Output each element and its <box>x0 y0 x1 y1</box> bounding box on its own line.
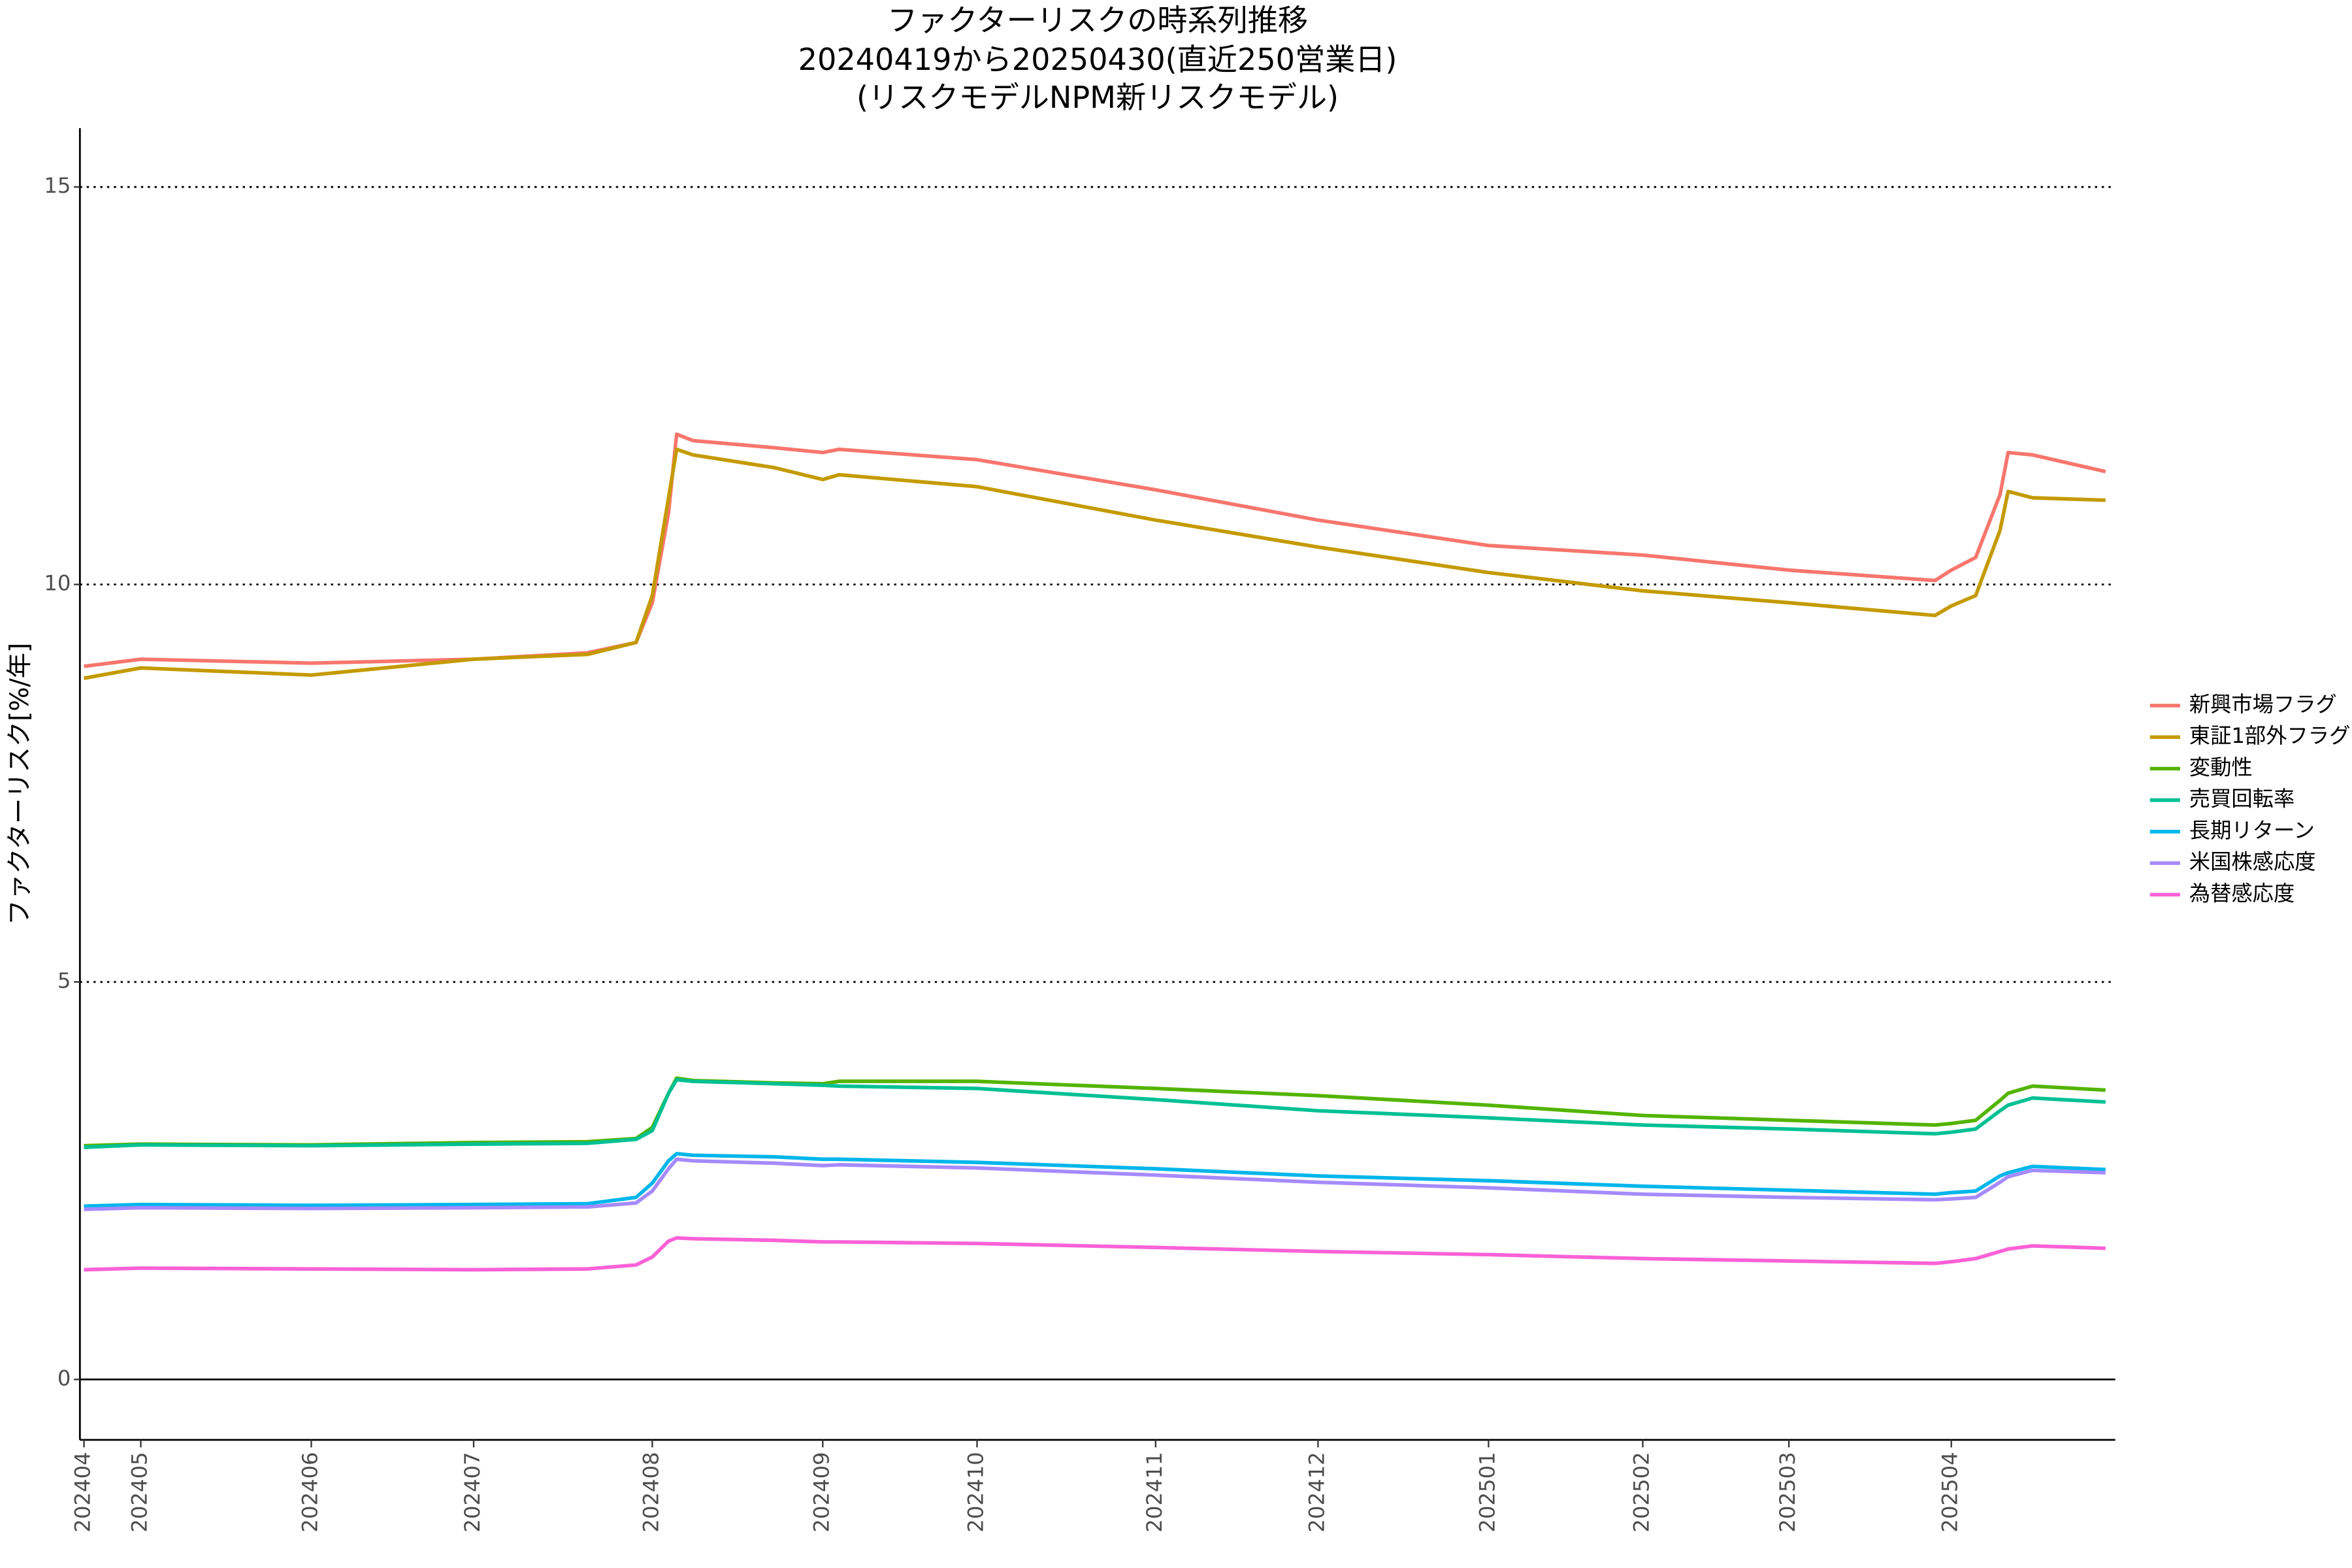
chart-title: (リスクモデルNPM新リスクモデル) <box>857 80 1339 115</box>
y-tick-label: 10 <box>44 571 71 596</box>
y-tick-label: 0 <box>57 1365 71 1390</box>
x-tick-label: 202410 <box>963 1452 988 1532</box>
legend-label: 新興市場フラグ <box>2189 692 2337 717</box>
series-line <box>84 1076 2106 1148</box>
x-tick-label: 202412 <box>1304 1452 1329 1532</box>
legend-label: 変動性 <box>2189 755 2253 779</box>
series-line <box>84 1236 2106 1272</box>
x-tick-label: 202407 <box>460 1452 485 1532</box>
x-tick-label: 202404 <box>71 1452 95 1532</box>
legend-label: 長期リターン <box>2189 818 2315 843</box>
x-tick-label: 202406 <box>297 1452 322 1532</box>
x-tick-label: 202408 <box>638 1452 663 1532</box>
y-axis-label: ファクターリスク[%/年] <box>5 643 35 925</box>
series-line <box>84 1077 2106 1149</box>
x-tick-label: 202504 <box>1938 1452 1963 1532</box>
legend-label: 東証1部外フラグ <box>2189 723 2351 748</box>
x-tick-label: 202409 <box>809 1452 834 1532</box>
series-line <box>84 1157 2106 1211</box>
x-tick-label: 202405 <box>127 1452 152 1532</box>
legend-label: 為替感応度 <box>2189 881 2295 906</box>
series-line <box>84 432 2106 668</box>
chart-title: ファクターリスクの時系列推移 <box>887 3 1308 38</box>
x-tick-label: 202502 <box>1629 1452 1654 1532</box>
series-line <box>84 1152 2106 1208</box>
x-tick-label: 202503 <box>1775 1452 1800 1532</box>
y-tick-label: 5 <box>57 968 71 993</box>
series-line <box>84 447 2106 680</box>
legend-label: 売買回転率 <box>2189 787 2295 811</box>
x-tick-label: 202501 <box>1475 1452 1499 1532</box>
chart-title: 20240419から20250430(直近250営業日) <box>798 42 1397 77</box>
y-tick-label: 15 <box>44 173 71 198</box>
legend-label: 米国株感応度 <box>2189 849 2316 874</box>
x-tick-label: 202411 <box>1142 1452 1167 1532</box>
